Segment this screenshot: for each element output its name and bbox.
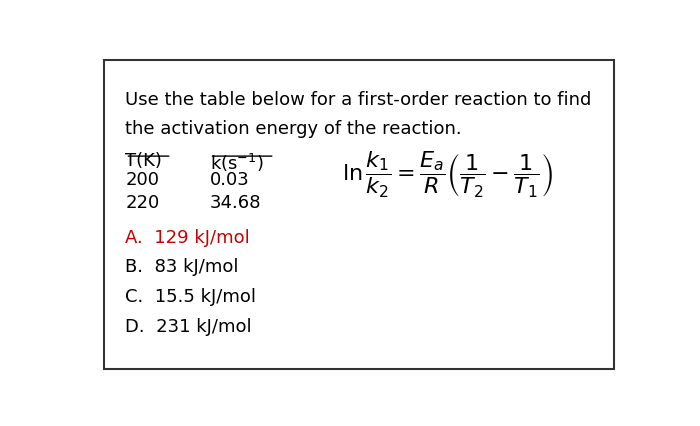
Text: B.  83 kJ/mol: B. 83 kJ/mol [125,258,239,276]
Text: 0.03: 0.03 [209,171,249,189]
Text: $\ln\dfrac{k_1}{k_2} = \dfrac{E_a}{R}\left(\dfrac{1}{T_2} - \dfrac{1}{T_1}\right: $\ln\dfrac{k_1}{k_2} = \dfrac{E_a}{R}\le… [342,149,554,199]
Text: 200: 200 [125,171,160,189]
Text: the activation energy of the reaction.: the activation energy of the reaction. [125,120,462,138]
Text: Use the table below for a first-order reaction to find: Use the table below for a first-order re… [125,90,592,109]
Text: k(s$^{-1}$): k(s$^{-1}$) [209,151,263,173]
Text: C.  15.5 kJ/mol: C. 15.5 kJ/mol [125,287,256,305]
FancyBboxPatch shape [104,61,614,369]
Text: D.  231 kJ/mol: D. 231 kJ/mol [125,317,252,335]
Text: 220: 220 [125,194,160,212]
Text: T(K): T(K) [125,151,162,169]
Text: 34.68: 34.68 [209,194,261,212]
Text: A.  129 kJ/mol: A. 129 kJ/mol [125,228,250,246]
